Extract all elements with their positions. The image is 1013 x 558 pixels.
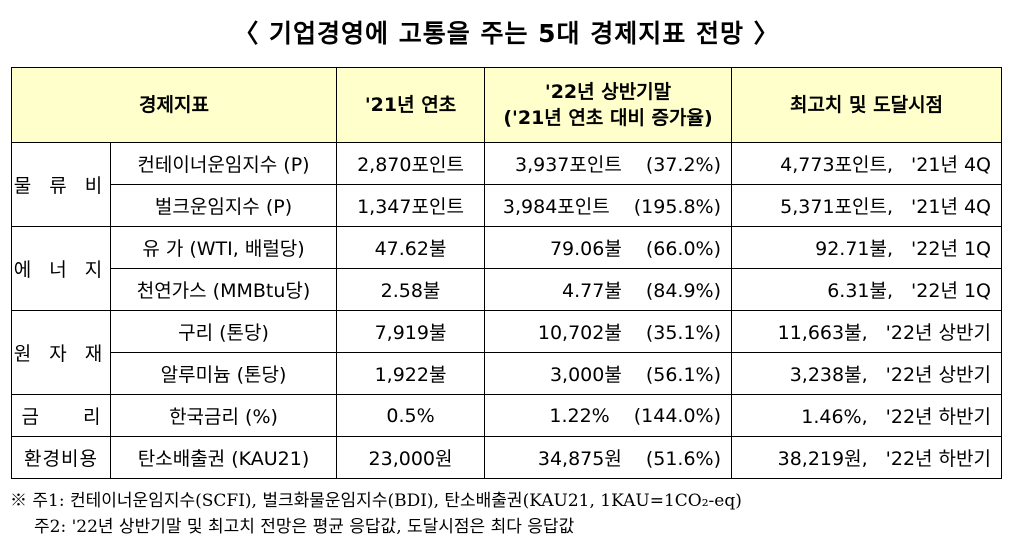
item-cell: 유 가 (WTI, 배럴당) [109,226,338,269]
item-cell: 컨테이너운임지수 (P) [109,142,338,185]
category-energy: 에 너 지 [11,226,111,311]
peak-time: '21년 4Q [911,154,992,176]
start-2021-cell: 1,922불 [336,352,486,395]
end-h1-2022-cell: 1.22% (144.0%) [484,394,733,437]
peak-time: '21년 4Q [911,196,992,218]
category-interest-rate: 금 리 [11,394,111,437]
footnote-2: 주2: '22년 상반기말 및 최고치 전망은 평균 응답값, 도달시점은 최다… [34,517,575,537]
peak-value: 4,773포인트, [780,154,894,176]
end-h1-2022-cell: 10,702불 (35.1%) [484,310,733,353]
table-row: 에 너 지 유 가 (WTI, 배럴당) 47.62불 79.06불 (66.0%… [11,226,1003,311]
peak-value: 92.71불, [815,238,894,260]
header-end-h1-2022: '22년 상반기말 ('21년 연초 대비 증가율) [484,67,733,143]
item-cell: 천연가스 (MMBtu당) [109,268,338,311]
item-cell: 알루미늄 (톤당) [109,352,338,395]
peak-cell: 3,238불, '22년 상반기 [731,352,1003,395]
peak-value: 6.31불, [827,280,894,302]
end-value: 79.06불 [549,238,622,260]
footnotes: ※ 주1: 컨테이너운임지수(SCFI), 벌크화물운임지수(BDI), 탄소배… [10,488,742,540]
item-cell: 구리 (톤당) [109,310,338,353]
end-h1-2022-cell: 3,984포인트 (195.8%) [484,184,733,227]
end-value: 4.77불 [562,280,622,302]
end-h1-2022-cell: 4.77불 (84.9%) [484,268,733,311]
peak-time: '22년 1Q [911,280,992,302]
start-2021-cell: 0.5% [336,394,486,437]
category-environmental-cost: 환경비용 [11,436,111,479]
header-end-h1-2022-line1: '22년 상반기말 [544,81,672,103]
header-indicator: 경제지표 [10,67,338,143]
category-raw-materials: 원 자 재 [11,310,111,395]
peak-value: 38,219원, [777,448,868,470]
start-2021-cell: 47.62불 [336,226,486,269]
peak-cell: 4,773포인트, '21년 4Q [731,142,1003,185]
table-row: 천연가스 (MMBtu당) 2.58불 4.77불 (84.9%) 6.31불, '… [12,268,1003,311]
peak-time: '22년 상반기 [885,364,992,386]
peak-value: 1.46%, [801,406,868,428]
end-value: 1.22% [549,404,610,427]
peak-cell: 1.46%, '22년 하반기 [731,394,1003,437]
end-h1-2022-cell: 79.06불 (66.0%) [484,226,733,269]
table-row: 벌크운임지수 (P) 1,347포인트 3,984포인트 (195.8%) 5,3… [12,184,1003,227]
table-row: 금 리 한국금리 (%) 0.5% 1.22% (144.0%) 1.46%, '2… [11,394,1003,437]
table-row: 물 류 비 컨테이너운임지수 (P) 2,870포인트 3,937포인트 (37.… [11,142,1003,227]
table-row: 원 자 재 구리 (톤당) 7,919불 10,702불 (35.1%) 11,6… [11,310,1003,395]
header-peak: 최고치 및 도달시점 [731,67,1003,143]
peak-value: 3,238불, [789,364,868,386]
peak-time: '22년 1Q [911,238,992,260]
start-2021-cell: 23,000원 [336,436,486,479]
growth-rate: (56.1%) [645,364,722,386]
category-logistics: 물 류 비 [11,142,111,227]
growth-rate: (35.1%) [645,322,722,344]
end-value: 3,984포인트 [502,196,610,218]
economic-indicators-table: 경제지표 '21년 연초 '22년 상반기말 ('21년 연초 대비 증가율) … [10,67,1003,479]
growth-rate: (37.2%) [645,154,722,176]
peak-cell: 6.31불, '22년 1Q [731,268,1003,311]
end-value: 34,875원 [537,448,622,470]
start-2021-cell: 2,870포인트 [336,142,486,185]
start-2021-cell: 2.58불 [336,268,486,311]
header-end-h1-2022-line2: ('21년 연초 대비 증가율) [503,107,713,129]
peak-cell: 5,371포인트, '21년 4Q [731,184,1003,227]
end-value: 3,000불 [549,364,622,386]
end-value: 10,702불 [537,322,622,344]
peak-time: '22년 하반기 [885,448,992,470]
growth-rate: (66.0%) [645,238,722,260]
table-header-row: 경제지표 '21년 연초 '22년 상반기말 ('21년 연초 대비 증가율) … [10,67,1003,143]
peak-time: '22년 상반기 [885,322,992,344]
peak-cell: 38,219원, '22년 하반기 [731,436,1003,479]
end-h1-2022-cell: 3,000불 (56.1%) [484,352,733,395]
peak-value: 11,663불, [777,322,868,344]
item-cell: 한국금리 (%) [109,394,338,437]
growth-rate: (84.9%) [645,280,722,302]
item-cell: 탄소배출권 (KAU21) [109,436,338,479]
peak-value: 5,371포인트, [780,196,894,218]
peak-cell: 11,663불, '22년 상반기 [731,310,1003,353]
end-h1-2022-cell: 34,875원 (51.6%) [484,436,733,479]
peak-time: '22년 하반기 [885,406,992,428]
item-cell: 벌크운임지수 (P) [109,184,338,227]
peak-cell: 92.71불, '22년 1Q [731,226,1003,269]
table-row: 환경비용 탄소배출권 (KAU21) 23,000원 34,875원 (51.6%… [11,436,1003,479]
header-start-2021: '21년 연초 [336,67,486,143]
growth-rate: (144.0%) [633,404,722,427]
start-2021-cell: 7,919불 [336,310,486,353]
end-h1-2022-cell: 3,937포인트 (37.2%) [484,142,733,185]
table-row: 알루미늄 (톤당) 1,922불 3,000불 (56.1%) 3,238불, '2… [12,352,1003,395]
footnote-1: ※ 주1: 컨테이너운임지수(SCFI), 벌크화물운임지수(BDI), 탄소배… [10,491,742,511]
start-2021-cell: 1,347포인트 [336,184,486,227]
growth-rate: (51.6%) [645,448,722,470]
growth-rate: (195.8%) [633,196,722,218]
end-value: 3,937포인트 [514,154,622,176]
page-title: 〈 기업경영에 고통을 주는 5대 경제지표 전망 〉 [233,19,780,48]
